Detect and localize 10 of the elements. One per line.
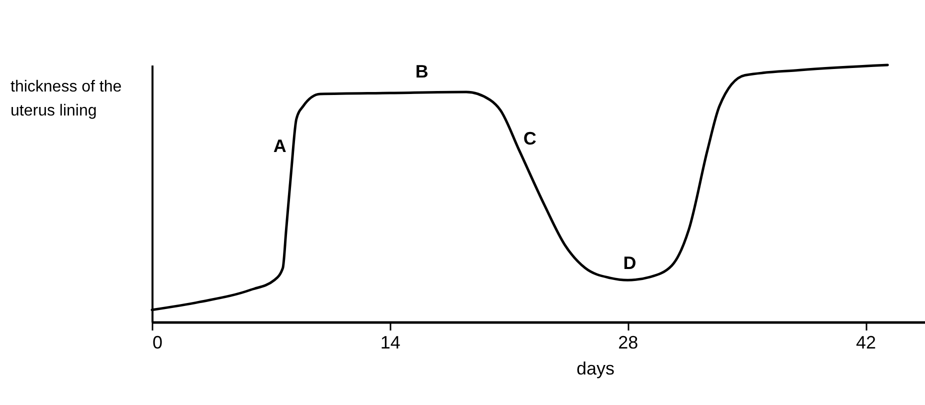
x-tick-label: 0	[152, 332, 163, 352]
x-tick-label: 14	[380, 332, 400, 352]
annotation: A	[273, 136, 286, 156]
y-axis-title: thickness of the uterus lining	[10, 78, 122, 120]
x-tick-label: 42	[856, 332, 876, 352]
x-tick-label: 28	[618, 332, 638, 352]
annotation: D	[623, 253, 636, 274]
x-axis-title: days	[576, 358, 615, 378]
annotation: C	[523, 128, 536, 149]
annotation: B	[415, 62, 428, 82]
